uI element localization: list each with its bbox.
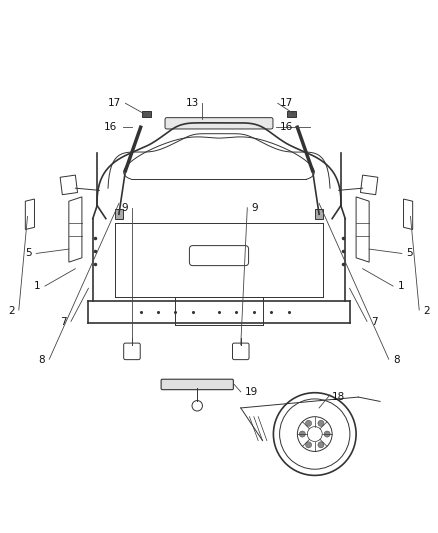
Text: 2: 2: [8, 306, 14, 316]
Text: 5: 5: [25, 248, 32, 259]
Text: 8: 8: [393, 355, 400, 365]
Text: 7: 7: [371, 317, 378, 327]
FancyBboxPatch shape: [315, 208, 323, 219]
Text: 7: 7: [60, 317, 67, 327]
Text: 17: 17: [108, 98, 121, 108]
Text: 17: 17: [280, 98, 293, 108]
Text: 9: 9: [121, 203, 127, 213]
Text: 2: 2: [424, 306, 430, 316]
Text: 5: 5: [406, 248, 413, 259]
FancyBboxPatch shape: [115, 208, 123, 219]
Circle shape: [305, 442, 311, 448]
Circle shape: [299, 431, 305, 437]
FancyBboxPatch shape: [161, 379, 233, 390]
FancyBboxPatch shape: [142, 111, 151, 117]
FancyBboxPatch shape: [287, 111, 296, 117]
Circle shape: [324, 431, 330, 437]
Text: 13: 13: [186, 98, 199, 108]
Circle shape: [305, 421, 311, 426]
Circle shape: [318, 421, 324, 426]
Text: 16: 16: [280, 122, 293, 132]
Text: 19: 19: [245, 387, 258, 397]
Text: 18: 18: [332, 392, 346, 402]
Text: 1: 1: [34, 281, 41, 291]
Text: 8: 8: [38, 355, 45, 365]
FancyBboxPatch shape: [165, 118, 273, 129]
Circle shape: [318, 442, 324, 448]
Text: 9: 9: [252, 203, 258, 213]
Text: 1: 1: [397, 281, 404, 291]
Text: 16: 16: [103, 122, 117, 132]
